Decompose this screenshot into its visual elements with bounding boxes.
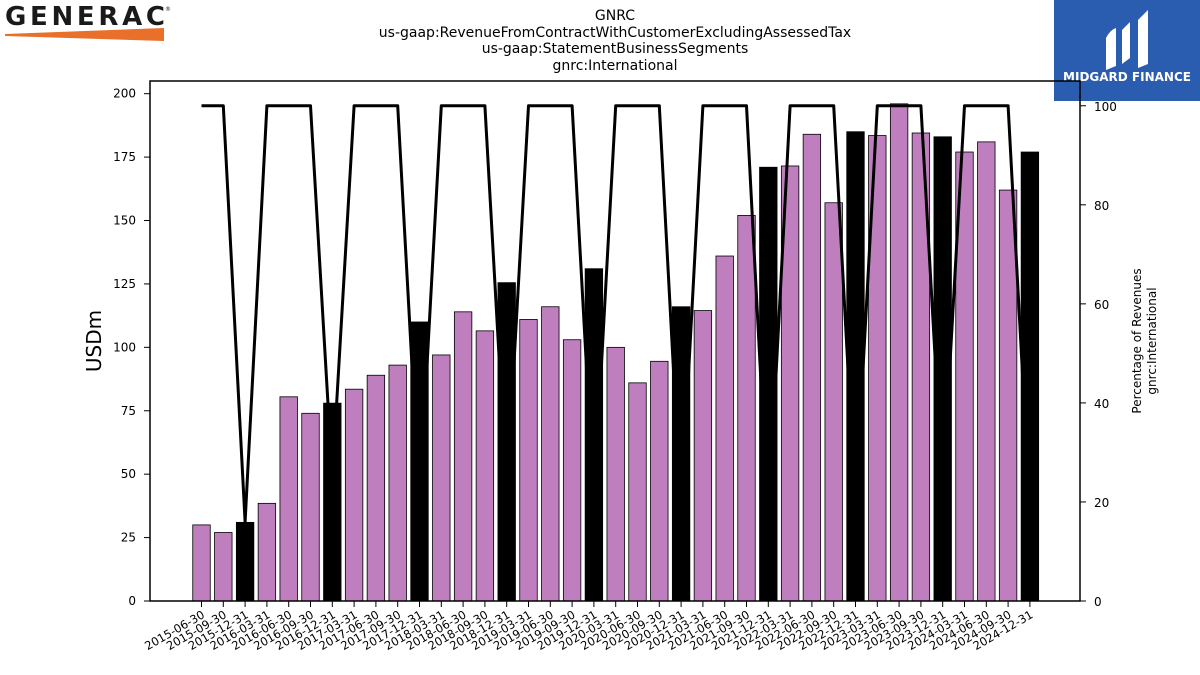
quarterly-bar: [562, 339, 582, 602]
bar-series: [192, 103, 1040, 602]
midgard-logo-text: MIDGARD FINANCE: [1063, 70, 1191, 84]
y2-tick-label: 0: [1094, 595, 1102, 609]
percentage-line: [201, 104, 1032, 524]
quarterly-bar: [214, 532, 233, 602]
registered-mark-icon: ®: [165, 6, 171, 13]
y-tick-label: 25: [121, 531, 136, 545]
y-axis-left: 0 25 50 75 100 125 150 175 200: [113, 87, 150, 608]
quarterly-bar: [541, 306, 560, 602]
title-line-1: GNRC: [595, 8, 635, 24]
quarterly-bar: [737, 215, 756, 602]
y2-tick-label: 80: [1094, 199, 1109, 213]
annual-bar: [497, 282, 516, 602]
y-axis-title: USDm: [82, 310, 106, 372]
title-line-2: us-gaap:RevenueFromContractWithCustomerE…: [379, 25, 851, 41]
quarterly-bar: [998, 189, 1018, 602]
quarterly-bar: [366, 374, 386, 602]
y-tick-label: 200: [113, 87, 136, 101]
quarterly-bar: [279, 396, 298, 602]
title-line-4: gnrc:International: [553, 58, 678, 74]
y-tick-label: 125: [113, 277, 136, 291]
annual-bar: [323, 402, 342, 602]
quarterly-bar: [802, 133, 822, 602]
annual-bar: [584, 268, 604, 602]
generac-logo-text: GENERAC: [5, 2, 165, 32]
y-tick-label: 100: [113, 340, 136, 354]
quarterly-bar: [650, 360, 669, 602]
y2-axis-title-line-2: gnrc:International: [1145, 287, 1159, 394]
quarterly-bar: [432, 354, 451, 602]
annual-bar: [846, 131, 865, 602]
y-tick-label: 50: [121, 467, 136, 481]
chart-title: GNRC us-gaap:RevenueFromContractWithCust…: [379, 8, 851, 74]
y-tick-label: 0: [128, 594, 136, 608]
quarterly-bar: [715, 255, 734, 602]
plot-frame: [149, 80, 1081, 602]
quarterly-bar: [453, 311, 473, 602]
quarterly-bar: [628, 382, 647, 602]
y-tick-label: 75: [121, 404, 136, 418]
title-line-3: us-gaap:StatementBusinessSegments: [482, 41, 749, 57]
y2-tick-label: 60: [1094, 298, 1109, 312]
quarterly-bar: [301, 412, 320, 602]
quarterly-bar: [388, 364, 407, 602]
y-tick-label: 150: [113, 214, 136, 228]
y-tick-label: 175: [113, 150, 136, 164]
quarterly-bar: [344, 388, 364, 602]
y-axis-right: 0 20 40 60 80 100: [1080, 100, 1117, 609]
quarterly-bar: [257, 502, 277, 602]
y2-tick-label: 20: [1094, 496, 1109, 510]
midgard-logo: MIDGARD FINANCE: [1054, 0, 1200, 101]
percentage-line-series: [201, 104, 1032, 524]
quarterly-bar: [693, 310, 713, 602]
annual-bar: [671, 306, 691, 602]
quarterly-bar: [606, 346, 625, 602]
y2-tick-label: 100: [1094, 100, 1117, 114]
generac-swoosh-icon: [5, 28, 164, 41]
quarterly-bar: [977, 141, 996, 602]
y2-axis-title-line-1: Percentage of Revenues: [1130, 268, 1144, 413]
x-axis: 2015-06-302015-09-302015-12-312016-03-31…: [142, 601, 1035, 653]
quarterly-bar: [519, 319, 538, 602]
y2-tick-label: 40: [1094, 397, 1109, 411]
quarterly-bar: [824, 202, 843, 602]
generac-logo: GENERAC ®: [5, 2, 171, 41]
quarterly-bar: [889, 103, 909, 602]
annual-bar: [235, 521, 255, 602]
quarterly-bar: [192, 524, 211, 602]
midgard-emblem-icon: [1106, 10, 1148, 70]
quarterly-bar: [475, 330, 495, 602]
